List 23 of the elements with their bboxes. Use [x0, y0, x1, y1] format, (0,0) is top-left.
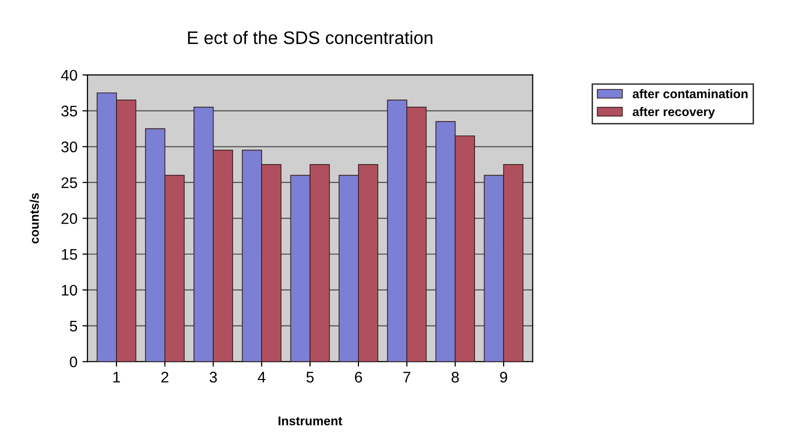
x-tick-label: 8 — [452, 372, 459, 383]
x-tick-label: 9 — [500, 372, 508, 383]
y-tick-label: 25 — [62, 177, 78, 188]
y-tick-label: 0 — [70, 356, 78, 368]
x-tick-label: 5 — [306, 372, 314, 383]
x-tick-label: 6 — [354, 372, 362, 383]
y-tick-label: 5 — [70, 320, 78, 332]
x-tick-label: 1 — [113, 372, 120, 382]
legend-label: after contamination — [632, 89, 748, 98]
y-tick-label: 10 — [62, 284, 78, 296]
y-tick-label: 40 — [61, 70, 78, 81]
x-tick-label: 7 — [403, 372, 410, 382]
x-tick-label: 2 — [161, 372, 168, 382]
chart-title: E ect of the SDS concentration — [188, 30, 432, 44]
x-axis-title: Instrument — [278, 416, 342, 426]
legend-label: after recovery — [632, 106, 715, 119]
y-tick-label: 30 — [61, 142, 78, 152]
x-tick-label: 3 — [210, 372, 217, 383]
y-tick-label: 15 — [62, 249, 78, 260]
y-tick-label: 35 — [61, 106, 78, 116]
y-axis-title: counts/s — [30, 193, 39, 244]
x-tick-label: 4 — [258, 372, 266, 382]
y-tick-label: 20 — [62, 213, 78, 224]
